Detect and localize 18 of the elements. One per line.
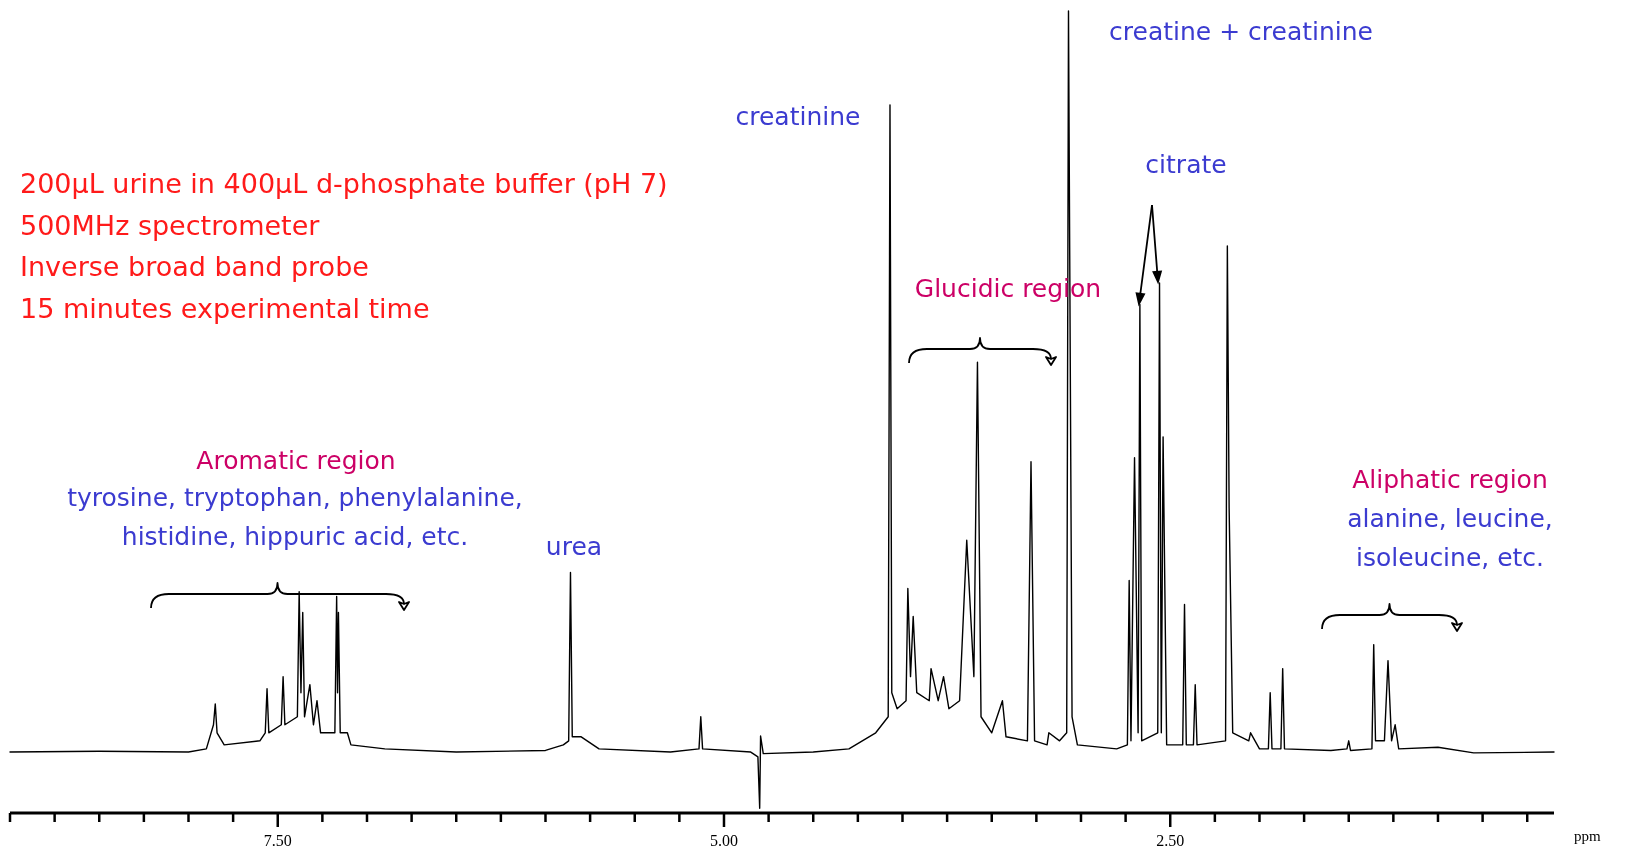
annotation: Aliphatic region (1352, 465, 1548, 494)
x-axis-title: ppm (1574, 828, 1601, 844)
annotation: creatinine (735, 102, 861, 131)
annotation: alanine, leucine, (1347, 504, 1553, 533)
x-tick-label: 7.50 (263, 832, 292, 849)
annotation: tyrosine, tryptophan, phenylalanine, (67, 483, 523, 512)
annotation: 15 minutes experimental time (20, 292, 430, 324)
annotation: urea (545, 532, 603, 561)
x-tick-label: 2.50 (1156, 832, 1185, 849)
annotation: citrate (1145, 150, 1227, 179)
x-tick-label: 5.00 (709, 832, 738, 849)
annotation: 500MHz spectrometer (20, 209, 321, 241)
annotation: Aromatic region (196, 446, 396, 475)
annotation: creatine + creatinine (1109, 17, 1373, 46)
annotation: histidine, hippuric acid, etc. (121, 522, 469, 551)
annotation: 200µL urine in 400µL d-phosphate buffer (pH 7) (20, 168, 668, 199)
annotation: Inverse broad band probe (20, 251, 369, 282)
annotation: isoleucine, etc. (1355, 543, 1545, 572)
